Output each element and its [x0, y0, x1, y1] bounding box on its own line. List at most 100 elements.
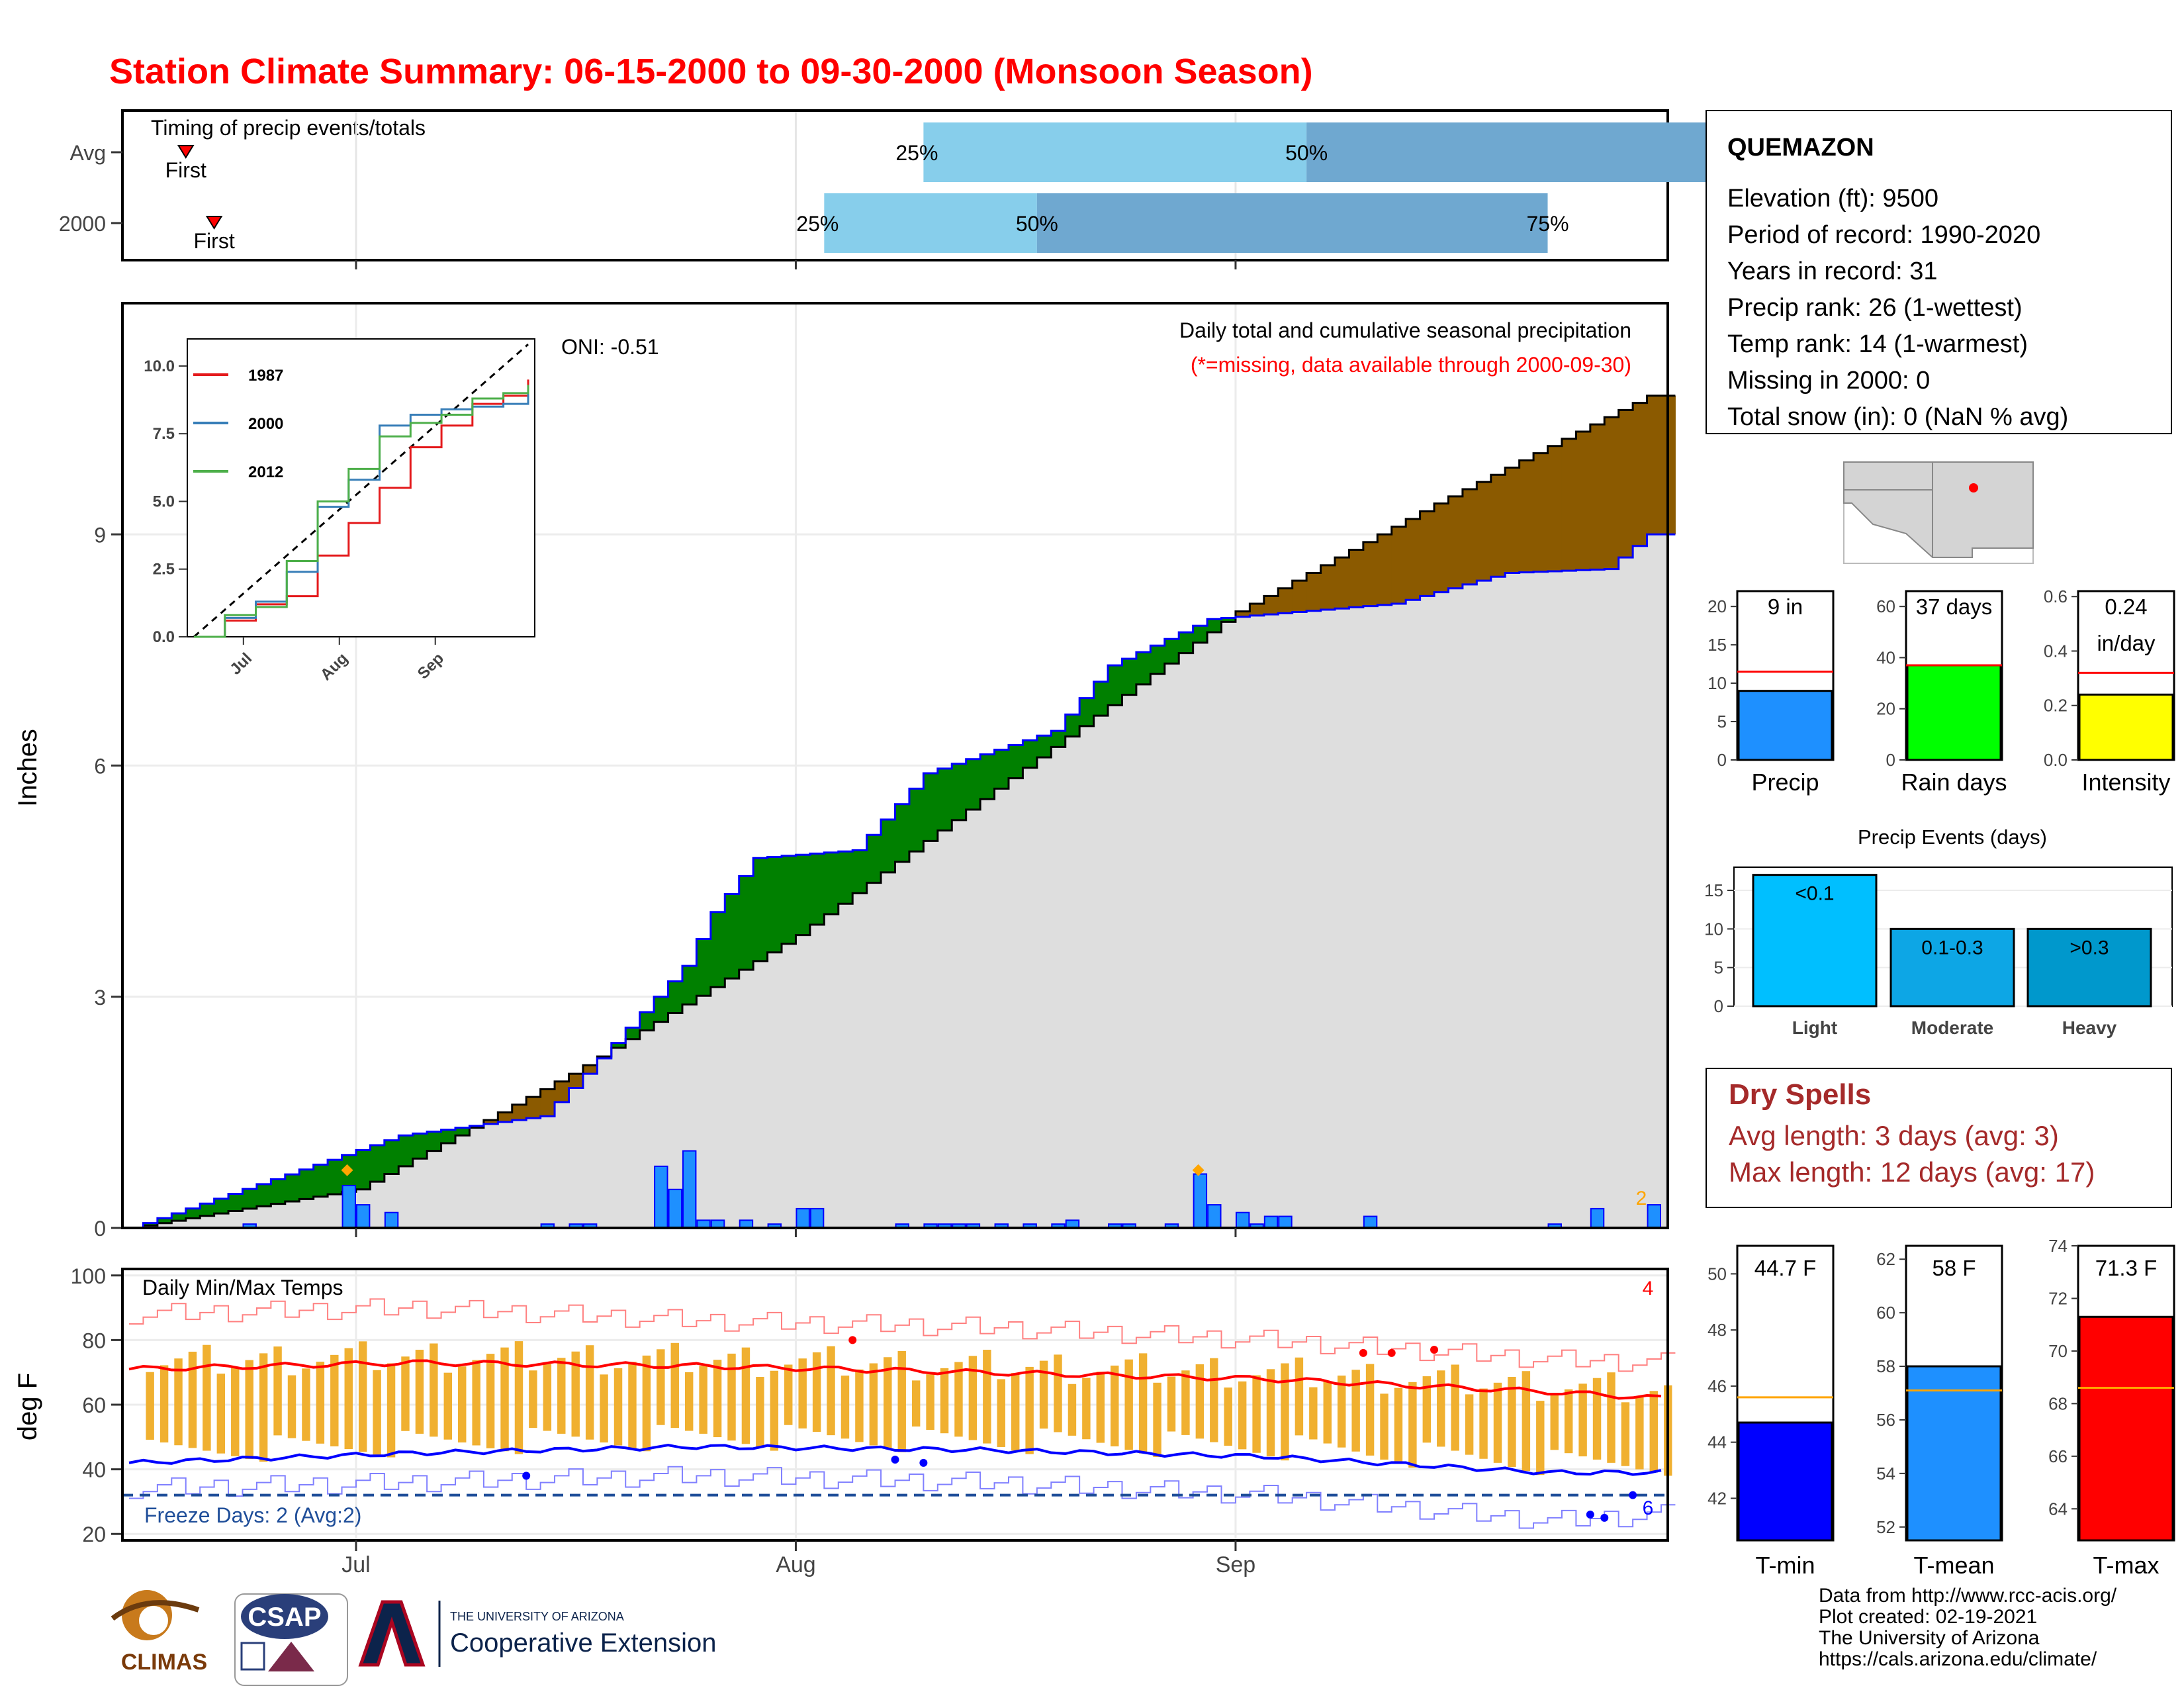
temp-bar-label: T-max	[2093, 1552, 2159, 1579]
temp-cold-count: 6	[1643, 1497, 1654, 1519]
below-normal-area	[1391, 526, 1406, 604]
above-normal-area	[866, 835, 882, 883]
below-normal-area	[1547, 445, 1563, 571]
first-event-marker	[205, 216, 223, 230]
daily-temp-bar	[614, 1368, 623, 1446]
temp-bar-chart-t-min: 42 44 46 48 50 44.7 F T-min	[1707, 1244, 1835, 1579]
inset-legend-label: 2000	[248, 415, 283, 433]
daily-temp-bar	[1522, 1371, 1531, 1472]
below-normal-area	[569, 1074, 584, 1088]
mini-chart-tick-label: 0	[1717, 750, 1727, 770]
mini-chart-tick-label: 10	[1707, 673, 1727, 693]
below-normal-area	[1406, 518, 1421, 600]
mini-chart-tick-label: 20	[1876, 699, 1895, 719]
daily-temp-bar	[174, 1358, 183, 1446]
inset-y-tick-label: 2.5	[153, 561, 175, 579]
below-normal-area	[1349, 549, 1364, 608]
below-normal-area	[1576, 432, 1591, 571]
below-normal-area	[1490, 475, 1506, 577]
precip-y-tick-label: 6	[94, 755, 106, 778]
record-precip-marker	[1192, 1164, 1205, 1176]
mini-chart-tick-label: 0.2	[2044, 696, 2068, 716]
record-min-line	[129, 1466, 1676, 1529]
below-normal-area	[1250, 604, 1265, 616]
daily-temp-bar	[911, 1380, 921, 1427]
daily-temp-bar	[657, 1349, 665, 1425]
daily-temp-bar	[1365, 1364, 1375, 1456]
daily-temp-bar	[670, 1342, 679, 1429]
station-info-line: Precip rank: 26 (1-wettest)	[1727, 294, 2023, 322]
events-tick-label: 15	[1704, 880, 1723, 900]
events-bar-heavy	[2026, 927, 2152, 1008]
below-normal-area	[1477, 482, 1492, 581]
temp-bar-tick-label: 50	[1707, 1264, 1727, 1284]
record-low-marker	[891, 1455, 899, 1464]
daily-temp-bar	[855, 1369, 864, 1442]
station-info-line: Years in record: 31	[1727, 258, 1938, 285]
record-low-marker	[522, 1472, 531, 1480]
temp-bar-tick-label: 70	[2048, 1341, 2068, 1361]
daily-temp-bar	[401, 1356, 410, 1431]
oni-label: ONI: -0.51	[561, 335, 659, 359]
mini-chart-bar	[2078, 693, 2174, 761]
mini-chart-tick-label: 60	[1876, 596, 1895, 616]
above-normal-area	[1150, 645, 1165, 675]
below-normal-area	[1434, 503, 1449, 592]
station-info-line: Elevation (ft): 9500	[1727, 185, 1938, 212]
daily-temp-bar	[543, 1364, 552, 1431]
daily-precip-bar	[1207, 1204, 1222, 1229]
below-normal-area	[1363, 541, 1378, 606]
mini-chart-label: Intensity	[2081, 769, 2170, 796]
temp-y-tick-label: 80	[82, 1329, 106, 1352]
below-normal-area	[526, 1097, 541, 1119]
daily-temp-bar	[1011, 1373, 1020, 1451]
daily-temp-bar	[1408, 1382, 1417, 1468]
daily-temp-bar	[784, 1364, 793, 1425]
daily-temp-bar	[897, 1350, 906, 1452]
daily-temp-bar	[146, 1372, 154, 1440]
temp-bar-tick-label: 62	[1876, 1249, 1895, 1269]
above-normal-area	[852, 850, 868, 894]
above-normal-area	[200, 1203, 215, 1216]
daily-temp-bar	[756, 1377, 764, 1448]
below-normal-area	[1462, 489, 1477, 585]
above-normal-area	[185, 1208, 201, 1219]
daily-precip-bar	[341, 1184, 356, 1229]
above-normal-area	[753, 858, 768, 961]
temp-bar-tick-label: 58	[1876, 1356, 1895, 1376]
daily-temp-bar	[741, 1347, 751, 1444]
above-normal-area	[1079, 698, 1095, 726]
timing-row-label: Avg	[69, 141, 106, 165]
above-normal-area	[895, 804, 910, 863]
above-normal-area	[923, 773, 938, 841]
daily-precip-bar	[654, 1165, 668, 1229]
daily-precip-bar	[1263, 1215, 1279, 1229]
above-normal-area	[242, 1189, 257, 1209]
daily-temp-bar	[1252, 1375, 1261, 1453]
above-normal-area	[1193, 626, 1208, 643]
daily-temp-bar	[1167, 1376, 1176, 1432]
temp-bar-tick-label: 48	[1707, 1320, 1727, 1340]
below-normal-area	[582, 1065, 598, 1074]
above-normal-area	[427, 1131, 442, 1151]
above-normal-area	[782, 855, 796, 944]
daily-temp-bar	[1649, 1391, 1658, 1473]
record-low-marker	[1586, 1510, 1594, 1519]
daily-temp-bar	[827, 1346, 835, 1436]
daily-precip-bar	[1590, 1207, 1605, 1229]
below-normal-area	[1420, 511, 1435, 596]
daily-temp-bar	[983, 1350, 991, 1444]
daily-precip-bar	[1278, 1215, 1293, 1229]
daily-temp-bar	[1550, 1395, 1559, 1450]
above-normal-area	[909, 788, 924, 852]
temp-title: Daily Min/Max Temps	[142, 1276, 343, 1299]
daily-temp-bar	[798, 1358, 807, 1429]
above-normal-area	[1179, 632, 1194, 653]
above-normal-area	[157, 1218, 172, 1223]
below-normal-area	[1505, 467, 1520, 573]
above-normal-area	[1122, 659, 1137, 695]
daily-temp-bar	[1096, 1372, 1105, 1443]
above-normal-area	[838, 851, 853, 904]
temp-bar-tick-label: 44	[1707, 1432, 1727, 1452]
